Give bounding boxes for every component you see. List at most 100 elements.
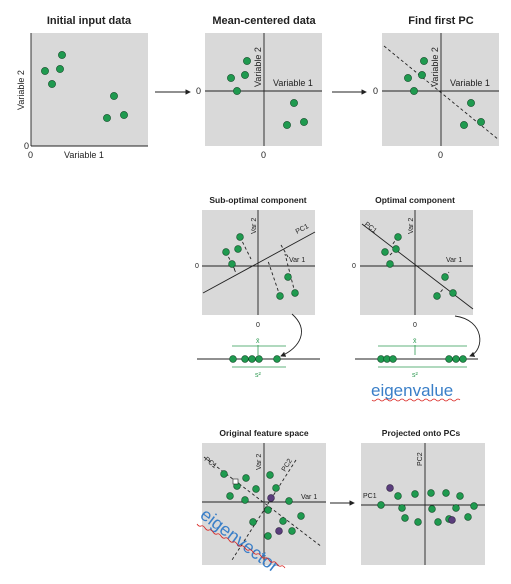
projected-point <box>248 355 256 363</box>
y-zero-tick: 0 <box>195 263 199 270</box>
plot-area <box>382 33 499 146</box>
mean-marker <box>232 478 239 485</box>
plot-area <box>31 33 148 146</box>
data-point <box>394 233 402 241</box>
x-axis-label: Var 1 <box>289 257 305 264</box>
data-point <box>398 504 406 512</box>
data-point <box>290 99 298 107</box>
data-point <box>394 492 402 500</box>
panel-original-feature-space: Original feature space Var 1 Var 2 PC1 P… <box>197 428 326 576</box>
title-initial: Initial input data <box>47 15 132 27</box>
data-point <box>241 71 249 79</box>
data-point <box>428 505 436 513</box>
projected-point <box>229 355 237 363</box>
x-axis-label: Var 1 <box>301 494 317 501</box>
x-axis-label: Var 1 <box>446 257 462 264</box>
highlighted-point <box>386 484 394 492</box>
data-point <box>276 292 284 300</box>
projected-point <box>255 355 263 363</box>
projected-point <box>459 355 467 363</box>
x-axis-label: Variable 1 <box>64 150 104 160</box>
data-point <box>404 74 412 82</box>
mean-label: x̄ <box>256 338 260 345</box>
y-axis-label: Variable 2 <box>253 47 263 87</box>
data-point <box>279 517 287 525</box>
title-centered: Mean-centered data <box>212 15 316 27</box>
data-point <box>418 71 426 79</box>
x-zero-tick: 0 <box>261 150 266 160</box>
y-zero-tick: 0 <box>196 86 201 96</box>
title-original: Original feature space <box>219 428 309 438</box>
data-point <box>460 121 468 129</box>
data-point <box>464 513 472 521</box>
y-zero-tick: 0 <box>352 263 356 270</box>
data-point <box>467 99 475 107</box>
data-point <box>284 273 292 281</box>
data-point <box>377 501 385 509</box>
data-point <box>242 474 250 482</box>
data-point <box>220 470 228 478</box>
data-point <box>226 492 234 500</box>
y-axis-label: Var 2 <box>256 454 263 470</box>
mean-label: x̄ <box>413 338 417 345</box>
y-axis-label: Variable 2 <box>430 47 440 87</box>
variance-label: s² <box>255 372 262 379</box>
panel-mean-centered: Mean-centered data 0 0 Variable 1 Variab… <box>196 15 322 160</box>
curved-arrow <box>280 313 302 357</box>
data-point <box>477 118 485 126</box>
data-point <box>266 471 274 479</box>
data-point <box>420 57 428 65</box>
data-point <box>41 67 49 75</box>
spellcheck-underline <box>371 398 461 402</box>
data-point <box>427 489 435 497</box>
data-point <box>433 292 441 300</box>
panel-suboptimal: Sub-optimal component 0 0 Var 1 Var 2 PC… <box>195 195 320 379</box>
x-zero-tick: 0 <box>438 150 443 160</box>
spellcheck-underline <box>196 523 286 569</box>
projection-line <box>239 236 252 260</box>
highlighted-point <box>275 527 283 535</box>
panel-optimal: Optimal component 0 0 Var 1 Var 2 PC1 x̄… <box>352 195 481 402</box>
data-point <box>227 74 235 82</box>
y-zero-tick: 0 <box>373 86 378 96</box>
data-point <box>285 497 293 505</box>
title-optimal: Optimal component <box>375 195 455 205</box>
projection-line <box>284 253 296 294</box>
plot-area <box>205 33 322 146</box>
y-axis-label: Var 2 <box>408 218 415 234</box>
projected-point <box>452 355 460 363</box>
data-point <box>234 245 242 253</box>
y-axis-label: Var 2 <box>251 218 258 234</box>
variance-label: s² <box>412 372 419 379</box>
data-point <box>264 506 272 514</box>
pc2-label: PC2 <box>417 452 424 466</box>
y-zero-tick: 0 <box>24 141 29 151</box>
data-point <box>410 87 418 95</box>
data-point <box>48 80 56 88</box>
panel-find-first-pc: Find first PC 0 0 Variable 1 Variable 2 <box>373 15 500 160</box>
data-point <box>120 111 128 119</box>
data-point <box>56 65 64 73</box>
data-point <box>243 57 251 65</box>
panel-initial-input: Initial input data 0 0 Variable 1 Variab… <box>16 15 148 160</box>
data-point <box>434 518 442 526</box>
highlighted-point <box>448 516 456 524</box>
projected-point <box>241 355 249 363</box>
data-point <box>392 245 400 253</box>
data-point <box>228 260 236 268</box>
data-point <box>401 514 409 522</box>
panel-projected-pcs: Projected onto PCs PC1 PC2 <box>361 428 485 565</box>
data-point <box>414 518 422 526</box>
data-point <box>381 248 389 256</box>
data-point <box>236 233 244 241</box>
data-point <box>452 504 460 512</box>
data-point <box>103 114 111 122</box>
data-point <box>252 485 260 493</box>
title-projected: Projected onto PCs <box>382 428 461 438</box>
data-point <box>291 289 299 297</box>
data-point <box>264 532 272 540</box>
data-point <box>58 51 66 59</box>
data-point <box>110 92 118 100</box>
projection-line <box>280 244 289 258</box>
